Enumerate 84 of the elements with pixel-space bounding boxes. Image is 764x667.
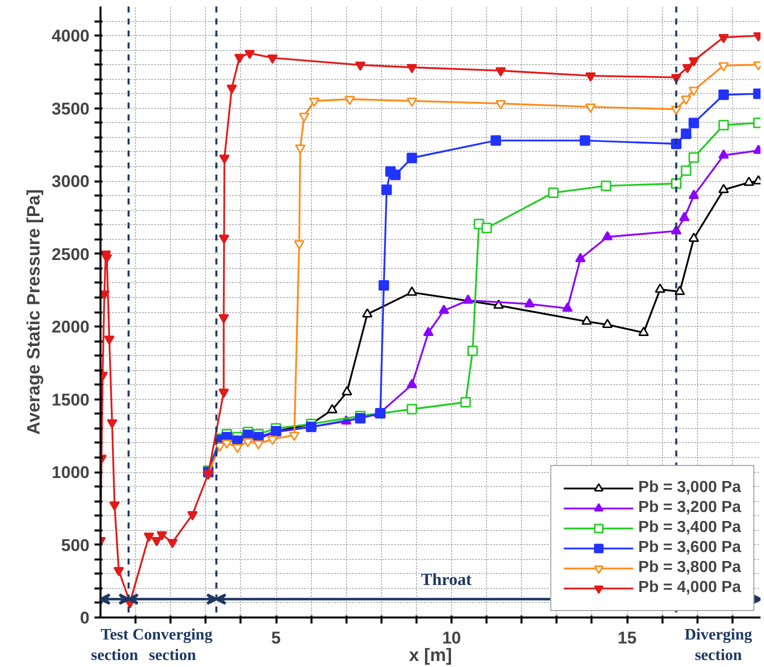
x-tick-label: 10: [442, 628, 462, 648]
point: [218, 234, 230, 244]
legend-label: Pb = 3,000 Pa: [638, 478, 741, 498]
point: [104, 336, 115, 345]
point: [390, 170, 401, 180]
point: [109, 502, 120, 511]
point: [378, 280, 390, 291]
point: [242, 438, 254, 448]
y-tick-label: 1000: [52, 463, 90, 482]
point: [114, 567, 124, 576]
point: [688, 152, 700, 163]
point: [156, 531, 168, 541]
y-tick-label: 1500: [52, 390, 90, 410]
point: [406, 152, 418, 164]
point: [680, 165, 692, 176]
point: [253, 440, 264, 450]
y-axis-title: Average Static Pressure [Pa]: [24, 189, 44, 435]
point: [670, 178, 682, 189]
point: [355, 62, 366, 71]
y-tick-label: 2000: [52, 318, 90, 337]
point: [344, 96, 356, 106]
point: [218, 388, 229, 398]
point: [495, 100, 506, 110]
legend-label: Pb = 3,200 Pa: [638, 498, 741, 518]
x-tick-label: 15: [618, 628, 637, 648]
point: [718, 34, 729, 44]
point: [289, 432, 300, 442]
point: [600, 180, 612, 192]
point: [718, 90, 729, 100]
point: [267, 54, 278, 64]
point: [102, 254, 112, 264]
x-tick-label: 5: [271, 628, 281, 648]
point: [219, 154, 230, 164]
y-tick-label: 500: [61, 536, 90, 555]
point: [167, 538, 178, 548]
point: [490, 135, 502, 146]
point: [460, 396, 471, 408]
y-tick-label: 4000: [52, 26, 90, 46]
point: [309, 98, 320, 107]
text: Diverging section: [684, 626, 752, 664]
point: [144, 532, 154, 542]
point: [718, 62, 729, 72]
annotation: Throat: [420, 570, 472, 590]
point: [218, 314, 229, 324]
point: [406, 404, 418, 414]
y-tick-label: 3000: [52, 172, 90, 192]
legend-label: Pb = 3,600 Pa: [638, 538, 741, 558]
point: [481, 222, 492, 234]
legend-label: Pb = 3,800 Pa: [638, 558, 741, 578]
legend-label: Pb = 3,400 Pa: [638, 518, 741, 538]
y-tick-label: 0: [80, 608, 90, 628]
point: [100, 290, 110, 300]
point: [106, 419, 118, 429]
point: [222, 440, 232, 449]
point: [680, 128, 692, 140]
point: [688, 86, 700, 96]
point: [580, 135, 590, 146]
y-tick-label: 3500: [52, 99, 90, 118]
point: [718, 120, 729, 130]
point: [151, 537, 162, 546]
point: [295, 144, 306, 154]
point: [298, 112, 310, 122]
point: [495, 67, 506, 77]
y-tick-label: 2500: [52, 244, 90, 264]
point: [187, 511, 198, 520]
point: [682, 64, 693, 74]
point: [548, 187, 559, 198]
point: [688, 118, 700, 128]
point: [234, 54, 245, 64]
point: [232, 444, 243, 454]
point: [467, 346, 478, 356]
point: [381, 184, 392, 196]
point: [585, 72, 596, 82]
point: [226, 84, 238, 94]
point: [585, 104, 596, 113]
legend-label: Pb = 4,000 Pa: [638, 578, 741, 598]
point: [406, 98, 418, 107]
point: [294, 240, 304, 250]
point: [680, 96, 692, 105]
point: [688, 57, 700, 67]
point: [406, 64, 418, 74]
point: [244, 50, 255, 60]
x-axis-title: x [m]: [409, 644, 452, 665]
point: [267, 436, 278, 446]
